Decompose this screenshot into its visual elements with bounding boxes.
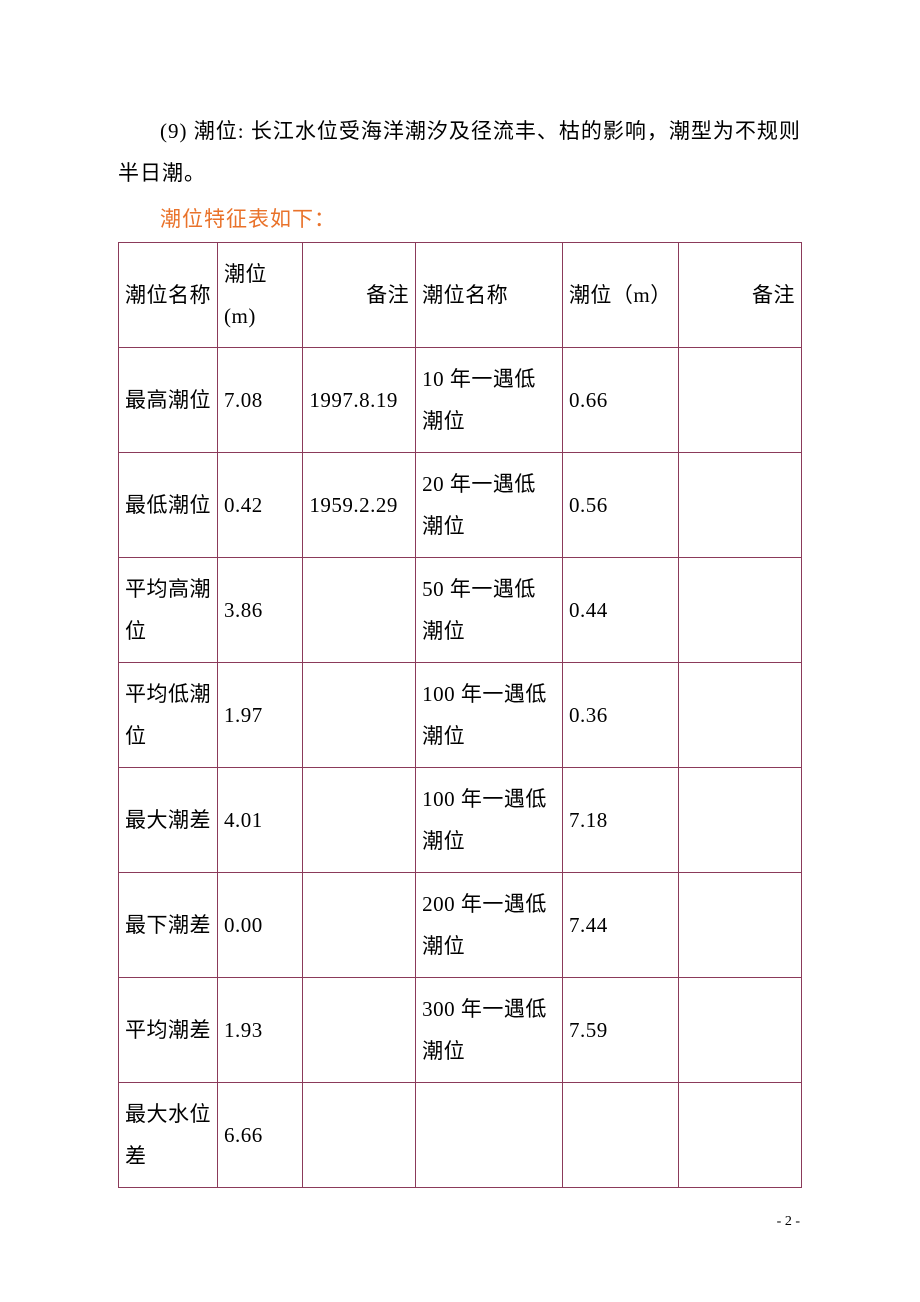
table-cell: 300 年一遇低潮位 — [416, 978, 563, 1083]
page-number: - 2 - — [777, 1214, 800, 1230]
table-cell: 1.93 — [218, 978, 303, 1083]
table-cell: 200 年一遇低潮位 — [416, 873, 563, 978]
table-cell: 最大潮差 — [119, 768, 218, 873]
body-paragraph: (9) 潮位: 长江水位受海洋潮汐及径流丰、枯的影响，潮型为不规则半日潮。 — [118, 110, 802, 194]
table-row: 最高潮位7.081997.8.1910 年一遇低潮位0.66 — [119, 348, 802, 453]
table-cell: 20 年一遇低潮位 — [416, 453, 563, 558]
table-cell: 0.36 — [562, 663, 678, 768]
header-cell: 潮位名称 — [416, 243, 563, 348]
table-cell — [679, 663, 802, 768]
table-cell: 0.00 — [218, 873, 303, 978]
header-cell: 潮位（m） — [562, 243, 678, 348]
table-cell — [303, 558, 416, 663]
table-cell: 1997.8.19 — [303, 348, 416, 453]
table-cell: 7.18 — [562, 768, 678, 873]
table-cell — [303, 663, 416, 768]
table-cell: 最高潮位 — [119, 348, 218, 453]
table-cell — [679, 453, 802, 558]
table-cell: 平均低潮位 — [119, 663, 218, 768]
table-cell: 1.97 — [218, 663, 303, 768]
table-cell: 3.86 — [218, 558, 303, 663]
table-cell: 平均高潮位 — [119, 558, 218, 663]
table-cell: 最下潮差 — [119, 873, 218, 978]
table-header-row: 潮位名称 潮位(m) 备注 潮位名称 潮位（m） 备注 — [119, 243, 802, 348]
table-body: 潮位名称 潮位(m) 备注 潮位名称 潮位（m） 备注 最高潮位7.081997… — [119, 243, 802, 1188]
table-cell — [679, 1083, 802, 1188]
table-cell — [679, 873, 802, 978]
table-cell: 100 年一遇低潮位 — [416, 663, 563, 768]
table-cell — [679, 348, 802, 453]
table-cell: 平均潮差 — [119, 978, 218, 1083]
table-cell — [303, 768, 416, 873]
table-cell: 最低潮位 — [119, 453, 218, 558]
table-cell: 7.08 — [218, 348, 303, 453]
table-cell: 10 年一遇低潮位 — [416, 348, 563, 453]
table-cell: 0.42 — [218, 453, 303, 558]
table-row: 最低潮位0.421959.2.2920 年一遇低潮位0.56 — [119, 453, 802, 558]
table-cell: 0.56 — [562, 453, 678, 558]
table-row: 最大水位差6.66 — [119, 1083, 802, 1188]
table-cell: 0.66 — [562, 348, 678, 453]
table-cell: 100 年一遇低潮位 — [416, 768, 563, 873]
table-row: 平均潮差1.93 300 年一遇低潮位7.59 — [119, 978, 802, 1083]
table-row: 最大潮差4.01 100 年一遇低潮位7.18 — [119, 768, 802, 873]
caption-text: 潮位特征表如下： — [160, 207, 336, 231]
header-cell: 潮位(m) — [218, 243, 303, 348]
table-cell — [416, 1083, 563, 1188]
table-cell — [679, 558, 802, 663]
table-cell: 1959.2.29 — [303, 453, 416, 558]
table-cell — [303, 873, 416, 978]
table-cell: 50 年一遇低潮位 — [416, 558, 563, 663]
table-cell — [562, 1083, 678, 1188]
table-row: 最下潮差0.00 200 年一遇低潮位7.44 — [119, 873, 802, 978]
header-cell: 备注 — [303, 243, 416, 348]
header-cell: 潮位名称 — [119, 243, 218, 348]
header-cell: 备注 — [679, 243, 802, 348]
table-cell — [303, 978, 416, 1083]
table-cell — [679, 768, 802, 873]
tide-table: 潮位名称 潮位(m) 备注 潮位名称 潮位（m） 备注 最高潮位7.081997… — [118, 242, 802, 1188]
table-cell — [303, 1083, 416, 1188]
table-cell: 最大水位差 — [119, 1083, 218, 1188]
table-row: 平均高潮位3.86 50 年一遇低潮位0.44 — [119, 558, 802, 663]
table-caption: 潮位特征表如下： — [118, 198, 802, 240]
table-cell: 0.44 — [562, 558, 678, 663]
table-cell — [679, 978, 802, 1083]
table-row: 平均低潮位1.97 100 年一遇低潮位0.36 — [119, 663, 802, 768]
table-cell: 4.01 — [218, 768, 303, 873]
table-cell: 7.44 — [562, 873, 678, 978]
table-cell: 6.66 — [218, 1083, 303, 1188]
table-cell: 7.59 — [562, 978, 678, 1083]
